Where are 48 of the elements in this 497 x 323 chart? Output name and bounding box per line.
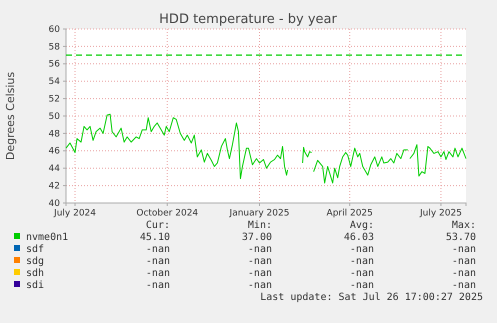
legend-label: sdi <box>26 280 44 291</box>
text: -nan <box>350 244 374 255</box>
x-tick-label: January 2025 <box>228 208 290 218</box>
x-tick-label: July 2025 <box>418 208 462 218</box>
y-tick-label: 54 <box>48 77 60 88</box>
text: Cur: <box>146 220 170 231</box>
text: -nan <box>146 244 170 255</box>
y-tick-label: 50 <box>48 112 60 122</box>
text: Last update: Sat Jul 26 17:00:27 2025 <box>260 292 483 303</box>
text: 53.70 <box>446 232 476 243</box>
text: -nan <box>248 256 272 267</box>
y-axis-title: Degrees Celsius <box>4 72 17 160</box>
text: 45.10 <box>140 232 170 243</box>
text: -nan <box>248 268 272 279</box>
text: -nan <box>248 244 272 255</box>
legend-label: sdf <box>26 244 44 255</box>
text: -nan <box>146 268 170 279</box>
legend-label: nvme0n1 <box>26 232 68 243</box>
x-tick-label: October 2024 <box>136 208 198 218</box>
text: -nan <box>452 256 476 267</box>
text: -nan <box>350 268 374 279</box>
text: -nan <box>146 256 170 267</box>
legend-label: sdh <box>26 268 44 279</box>
y-tick-label: 58 <box>48 42 60 52</box>
text: Avg: <box>350 220 374 231</box>
x-tick-label: July 2024 <box>53 208 96 218</box>
y-tick-label: 42 <box>48 181 60 192</box>
chart-title: HDD temperature - by year <box>159 12 338 27</box>
text: -nan <box>350 280 374 291</box>
x-tick-label: April 2025 <box>326 208 373 218</box>
text: 46.03 <box>344 232 374 243</box>
y-tick-label: 60 <box>48 24 60 35</box>
text: -nan <box>248 280 272 291</box>
text: -nan <box>146 280 170 291</box>
y-tick-label: 56 <box>48 60 60 70</box>
legend-label: sdg <box>26 256 44 267</box>
text: 37.00 <box>242 232 272 243</box>
y-tick-label: 40 <box>48 198 60 209</box>
y-tick-label: 48 <box>48 129 60 140</box>
y-tick-label: 46 <box>48 146 60 157</box>
text: -nan <box>452 244 476 255</box>
text: -nan <box>452 268 476 279</box>
y-tick-label: 52 <box>48 94 60 104</box>
text: Min: <box>248 220 272 231</box>
text: -nan <box>350 256 374 267</box>
y-tick-label: 44 <box>48 164 60 174</box>
text: Max: <box>452 220 476 231</box>
text: -nan <box>452 280 476 291</box>
